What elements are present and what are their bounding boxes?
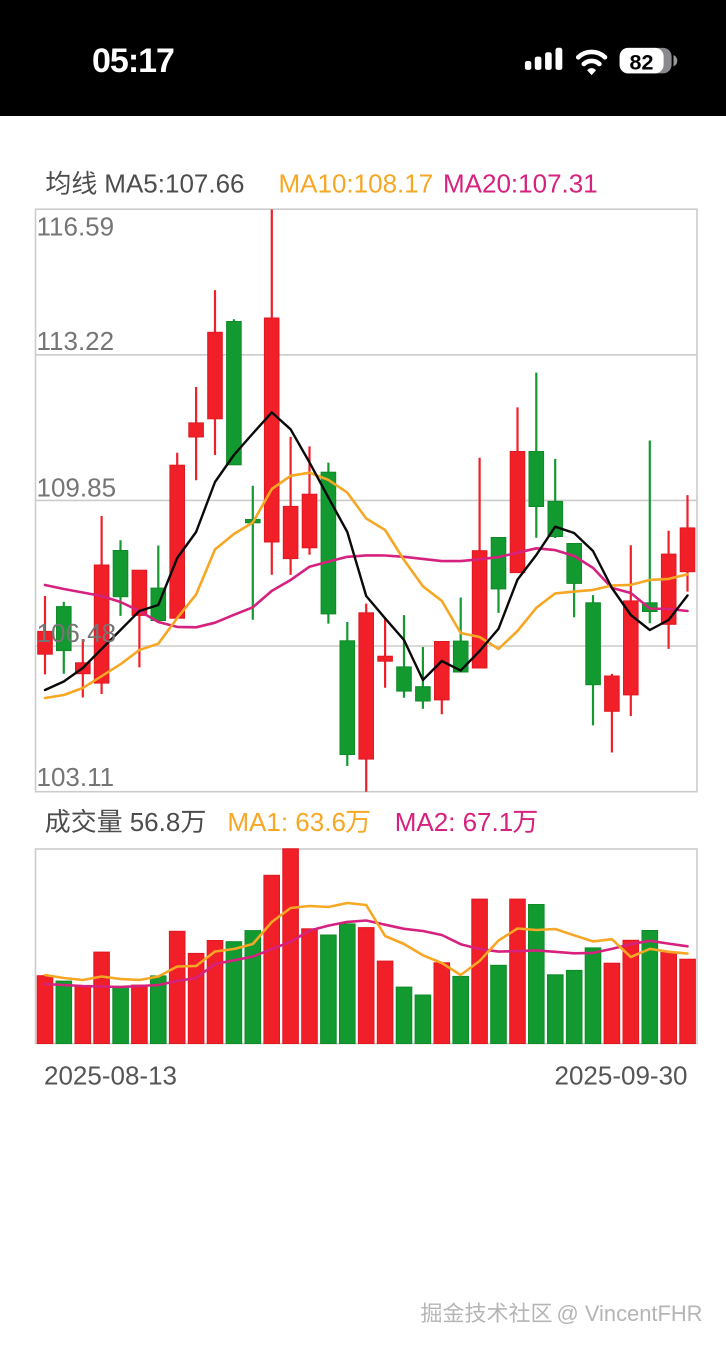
svg-text:@ VincentFHR: @ VincentFHR bbox=[557, 1301, 703, 1326]
svg-text:2025-08-13: 2025-08-13 bbox=[44, 1061, 177, 1091]
svg-text:MA1: 63.6: MA1: 63.6 bbox=[227, 807, 346, 837]
svg-text:56.8: 56.8 bbox=[130, 807, 181, 837]
svg-text:MA10:108.17: MA10:108.17 bbox=[279, 169, 434, 199]
svg-text:MA5:107.66: MA5:107.66 bbox=[104, 169, 244, 199]
svg-text:103.11: 103.11 bbox=[37, 762, 115, 792]
svg-text:MA20:107.31: MA20:107.31 bbox=[443, 169, 598, 199]
svg-text:2025-09-30: 2025-09-30 bbox=[555, 1061, 688, 1091]
svg-text:82: 82 bbox=[630, 51, 654, 75]
svg-text:109.85: 109.85 bbox=[37, 473, 117, 503]
svg-text:@ VincentFHR: @ VincentFHR bbox=[558, 1303, 704, 1328]
svg-text:MA2: 67.1: MA2: 67.1 bbox=[395, 807, 514, 837]
svg-text:116.59: 116.59 bbox=[37, 212, 115, 242]
svg-text:106.48: 106.48 bbox=[37, 618, 117, 648]
svg-text:113.22: 113.22 bbox=[37, 326, 115, 356]
